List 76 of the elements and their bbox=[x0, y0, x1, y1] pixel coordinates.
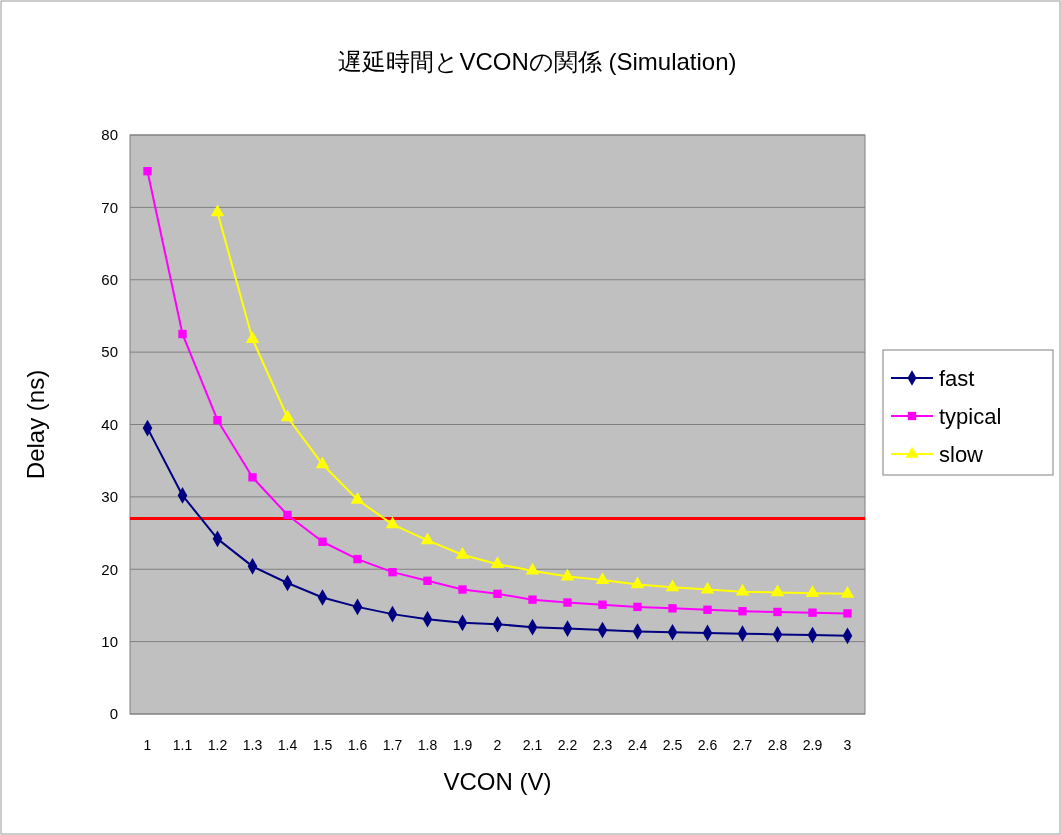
y-tick-label: 10 bbox=[101, 632, 118, 650]
point bbox=[840, 586, 855, 598]
point bbox=[773, 607, 782, 617]
point bbox=[595, 572, 610, 585]
legend-label: slow bbox=[939, 441, 984, 467]
point bbox=[353, 554, 362, 564]
point bbox=[245, 331, 260, 344]
point bbox=[490, 556, 505, 569]
x-axis-title: VCON (V) bbox=[443, 768, 552, 795]
point bbox=[843, 609, 852, 618]
x-tick-label: 1.1 bbox=[172, 737, 193, 753]
x-tick-label: 2.9 bbox=[802, 737, 823, 753]
point bbox=[143, 167, 152, 176]
point bbox=[248, 473, 257, 482]
point bbox=[560, 568, 575, 581]
y-tick-label: 30 bbox=[101, 488, 118, 506]
y-tick-label: 60 bbox=[101, 271, 118, 288]
point bbox=[423, 576, 432, 586]
y-tick-label: 40 bbox=[101, 415, 118, 433]
point bbox=[630, 576, 645, 589]
point bbox=[808, 608, 817, 617]
point bbox=[735, 583, 750, 596]
x-tick-label: 1.7 bbox=[382, 737, 403, 753]
point bbox=[388, 567, 397, 577]
y-tick-label: 0 bbox=[109, 705, 118, 723]
point bbox=[805, 585, 820, 598]
point bbox=[385, 516, 400, 529]
x-tick-label: 2.4 bbox=[627, 737, 648, 753]
point bbox=[668, 604, 677, 613]
point bbox=[455, 546, 470, 559]
x-tick-label: 2 bbox=[493, 737, 502, 753]
point bbox=[458, 585, 467, 594]
point bbox=[280, 409, 295, 422]
point bbox=[210, 204, 225, 217]
x-tick-label: 1.3 bbox=[242, 737, 263, 753]
point bbox=[738, 607, 747, 616]
x-tick-label: 2.3 bbox=[592, 737, 613, 753]
point bbox=[633, 602, 642, 612]
x-tick-label: 3 bbox=[843, 737, 852, 753]
x-tick-label: 1.5 bbox=[312, 737, 333, 753]
point bbox=[665, 579, 680, 592]
x-tick-label: 1.6 bbox=[347, 737, 368, 753]
point bbox=[213, 415, 222, 425]
point bbox=[770, 584, 785, 597]
point bbox=[420, 532, 435, 545]
point bbox=[563, 598, 572, 607]
x-tick-label: 2.1 bbox=[522, 737, 543, 753]
x-tick-label: 1 bbox=[143, 737, 152, 753]
point bbox=[700, 581, 715, 594]
x-tick-label: 2.6 bbox=[697, 737, 718, 753]
point bbox=[283, 510, 292, 520]
x-tick-label: 2.8 bbox=[767, 737, 788, 753]
y-tick-label: 50 bbox=[101, 343, 118, 361]
x-tick-label: 2.5 bbox=[662, 737, 683, 753]
point bbox=[318, 537, 327, 546]
y-tick-label: 80 bbox=[101, 126, 118, 144]
x-tick-label: 1.9 bbox=[452, 737, 473, 753]
x-tick-label: 2.7 bbox=[732, 737, 753, 753]
point bbox=[493, 589, 502, 599]
y-axis-title: Delay (ns) bbox=[22, 369, 49, 480]
point bbox=[315, 456, 330, 469]
legend-label: typical bbox=[939, 403, 1002, 429]
x-tick-label: 1.8 bbox=[417, 737, 438, 753]
chart-title: 遅延時間とVCONの関係 (Simulation) bbox=[338, 48, 737, 75]
x-tick-label: 1.2 bbox=[207, 737, 228, 753]
y-tick-label: 70 bbox=[101, 198, 118, 216]
point bbox=[350, 491, 365, 504]
y-tick-label: 20 bbox=[101, 560, 118, 578]
legend-label: fast bbox=[939, 365, 975, 391]
point bbox=[525, 562, 540, 575]
point bbox=[703, 605, 712, 614]
point bbox=[528, 595, 537, 604]
x-tick-label: 2.2 bbox=[557, 737, 578, 753]
point bbox=[178, 329, 187, 339]
x-tick-label: 1.4 bbox=[277, 737, 298, 753]
point bbox=[598, 600, 607, 609]
